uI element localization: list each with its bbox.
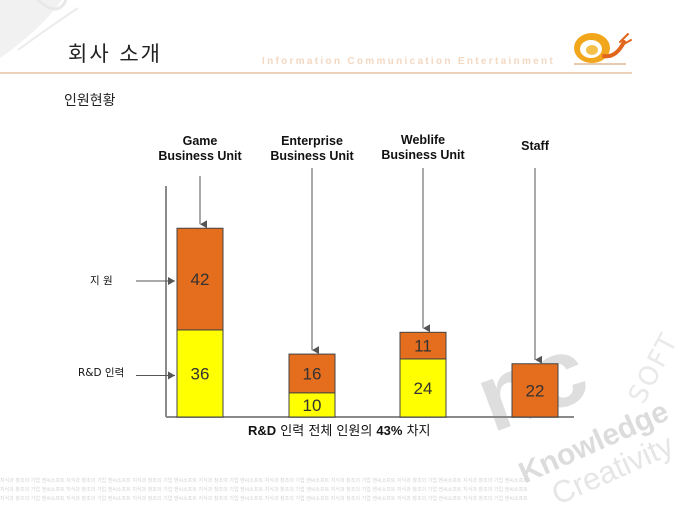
caption-middle: 인력 전체 인원의 — [276, 424, 376, 439]
bar-segment-support — [399, 331, 447, 360]
data-label-rnd: 10 — [303, 396, 322, 415]
caption-percent: 43% — [376, 423, 402, 438]
category-label: Business Unit — [381, 148, 465, 162]
category-label: Business Unit — [158, 149, 242, 163]
category-label: Business Unit — [270, 149, 354, 163]
snail-logo-icon — [574, 33, 632, 65]
header-divider — [0, 72, 632, 74]
data-label-support: 11 — [414, 337, 432, 356]
watermark-strip: 지식과 창조의 기업 엔씨소프트 지식과 창조의 기업 엔씨소프트 지식과 창조… — [0, 487, 528, 493]
category-label: Game — [183, 134, 218, 148]
caption-suffix: 차지 — [402, 424, 430, 439]
category-label: Staff — [521, 139, 550, 153]
bar-segment-support — [511, 363, 559, 418]
chart-caption: R&D 인력 전체 인원의 43% 차지 — [248, 423, 431, 439]
corner-decoration — [0, 0, 79, 58]
data-label-rnd: 36 — [191, 364, 210, 383]
page-title: 회사 소개 — [68, 42, 162, 66]
row-label-rnd: R&D 인력 — [78, 367, 124, 379]
bar-segment-support — [288, 353, 336, 394]
caption-prefix: R&D — [248, 423, 276, 438]
category-label: Weblife — [401, 133, 445, 147]
category-label: Enterprise — [281, 134, 343, 148]
watermark-strip: 지식과 창조의 기업 엔씨소프트 지식과 창조의 기업 엔씨소프트 지식과 창조… — [0, 478, 528, 484]
bar-segment-rnd — [399, 358, 447, 418]
data-label-support: 42 — [191, 270, 210, 289]
section-title: 인원현황 — [64, 93, 116, 109]
data-label-support: 22 — [526, 381, 545, 400]
row-label-support: 지 원 — [90, 275, 113, 287]
data-label-rnd: 24 — [414, 379, 433, 398]
watermark-strip: 지식과 창조의 기업 엔씨소프트 지식과 창조의 기업 엔씨소프트 지식과 창조… — [0, 496, 528, 502]
header-tagline: Information Communication Entertainment — [262, 56, 556, 67]
data-label-support: 16 — [303, 364, 322, 383]
bar-segment-support — [176, 227, 224, 331]
bar-segment-rnd — [288, 392, 336, 418]
